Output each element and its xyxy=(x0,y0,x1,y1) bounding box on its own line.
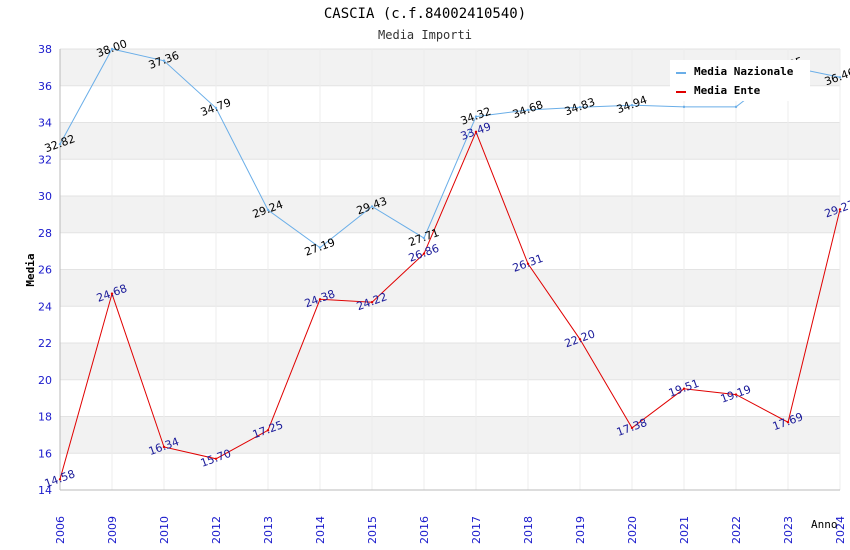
y-tick-label: 32 xyxy=(38,153,52,166)
data-point xyxy=(786,420,790,424)
data-point xyxy=(526,262,530,266)
data-point xyxy=(214,106,218,110)
legend-entry-media-ente: Media Ente xyxy=(694,84,761,97)
x-tick-label: 2012 xyxy=(210,516,223,544)
data-point xyxy=(838,76,842,79)
x-axis-ticks: 2006 2009 2010 2012 2013 2014 2015 2016 2017 2018… xyxy=(54,516,847,544)
data-point xyxy=(474,115,478,118)
x-tick-label: 2023 xyxy=(782,516,795,544)
y-tick-label: 30 xyxy=(38,190,52,203)
data-point xyxy=(214,457,218,460)
y-tick-label: 18 xyxy=(38,411,52,424)
data-point xyxy=(266,429,270,432)
grid-lines xyxy=(59,48,841,491)
x-tick-label: 2018 xyxy=(522,516,535,544)
legend: Media Nazionale Media Ente xyxy=(670,60,810,101)
chart-title: CASCIA (c.f.84002410540) xyxy=(324,6,526,22)
legend-box xyxy=(670,60,810,101)
x-tick-label: 2009 xyxy=(106,516,119,544)
data-point xyxy=(110,292,114,295)
y-axis-label: Media xyxy=(24,253,37,286)
y-tick-label: 22 xyxy=(38,337,52,350)
x-tick-label: 2021 xyxy=(678,516,691,544)
data-point xyxy=(578,106,582,109)
data-point xyxy=(370,301,374,304)
data-point xyxy=(318,246,322,249)
data-point xyxy=(578,338,582,341)
data-point xyxy=(838,208,842,211)
y-axis-ticks: 14 16 18 20 22 24 26 28 30 32 34 36 38 xyxy=(38,43,52,497)
data-point xyxy=(162,445,166,449)
series-lines xyxy=(58,47,842,481)
y-tick-label: 34 xyxy=(38,117,52,130)
x-tick-label: 2016 xyxy=(418,516,431,544)
y-tick-label: 24 xyxy=(38,300,52,313)
y-tick-label: 36 xyxy=(38,80,52,93)
chart-subtitle: Media Importi xyxy=(378,28,472,42)
data-point xyxy=(734,105,738,109)
x-tick-label: 2013 xyxy=(262,516,275,544)
y-tick-label: 26 xyxy=(38,264,52,277)
x-tick-label: 2020 xyxy=(626,516,639,544)
x-tick-label: 2015 xyxy=(366,516,379,544)
legend-entry-media-nazionale: Media Nazionale xyxy=(694,65,794,78)
y-tick-label: 20 xyxy=(38,374,52,387)
x-tick-label: 2022 xyxy=(730,516,743,544)
x-tick-label: 2010 xyxy=(158,516,171,544)
data-point xyxy=(58,142,62,146)
x-tick-label: 2006 xyxy=(54,516,67,544)
y-tick-label: 28 xyxy=(38,227,52,240)
x-tick-label: 2014 xyxy=(314,516,327,544)
data-point xyxy=(630,104,634,107)
grid-band xyxy=(60,122,840,160)
data-point xyxy=(474,130,478,134)
data-point xyxy=(162,59,166,62)
series-line-media-ente xyxy=(59,130,841,480)
series-line-media-nazionale xyxy=(59,48,841,249)
data-point xyxy=(422,252,426,255)
grid-band xyxy=(60,343,840,380)
data-point xyxy=(266,208,270,212)
x-tick-label: 2017 xyxy=(470,516,483,544)
grid-band xyxy=(60,269,840,307)
x-tick-label: 2019 xyxy=(574,516,587,544)
grid-band xyxy=(60,196,840,233)
data-point xyxy=(110,47,114,51)
data-point xyxy=(682,105,686,109)
grid-band xyxy=(60,416,840,454)
data-point xyxy=(734,393,738,396)
data-point xyxy=(630,426,634,430)
data-point xyxy=(318,298,322,301)
x-axis-label: Anno xyxy=(811,518,838,531)
data-point xyxy=(526,108,530,112)
axes xyxy=(59,49,840,491)
y-tick-label: 14 xyxy=(38,484,52,497)
y-tick-label: 38 xyxy=(38,43,52,56)
data-point xyxy=(370,205,374,208)
y-tick-label: 16 xyxy=(38,447,52,460)
data-point xyxy=(58,478,62,481)
x-tick-label: 2024 xyxy=(834,516,847,544)
data-point xyxy=(682,387,686,390)
data-point xyxy=(422,236,426,240)
